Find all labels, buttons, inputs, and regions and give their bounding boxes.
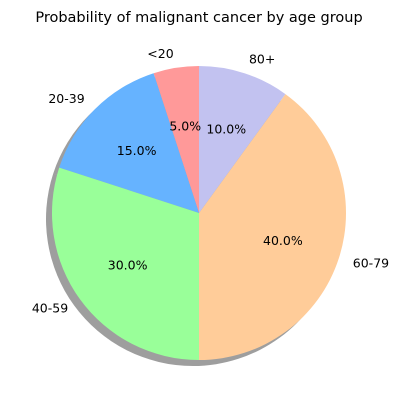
slice-label-20: <20 — [147, 46, 173, 61]
slice-label-80: 80+ — [249, 52, 275, 67]
chart-title: Probability of malignant cancer by age g… — [35, 10, 362, 26]
slice-percent-20-39: 15.0% — [117, 143, 157, 158]
pie-slice-40-59 — [51, 167, 199, 360]
pie-labels: <20 5.0% 20-39 15.0% 40-59 30.0% 60-79 40.0% 80+… — [32, 46, 389, 316]
slice-percent-20: 5.0% — [169, 118, 201, 133]
slice-percent-80: 10.0% — [206, 122, 246, 137]
pie-slice-80 — [199, 66, 286, 213]
pie-slices — [51, 66, 347, 360]
slice-percent-40-59: 30.0% — [108, 257, 148, 272]
slice-label-60-79: 60-79 — [353, 255, 389, 270]
pie-slice-60-79 — [199, 94, 347, 360]
slice-label-40-59: 40-59 — [32, 301, 68, 316]
pie-slice-20 — [153, 66, 199, 213]
slice-label-20-39: 20-39 — [48, 91, 84, 106]
slice-percent-60-79: 40.0% — [263, 233, 303, 248]
pie-slice-20-39 — [59, 73, 199, 213]
